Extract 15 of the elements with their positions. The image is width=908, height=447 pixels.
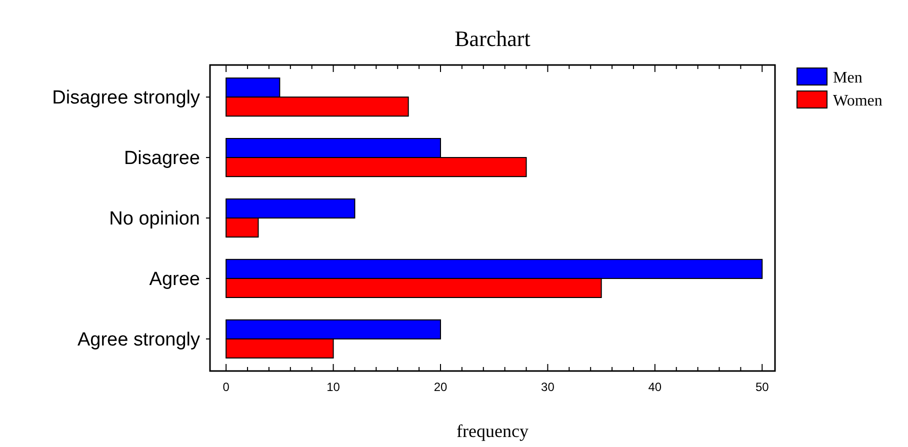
x-tick-label: 30 [541,380,555,394]
x-tick-label: 50 [755,380,770,394]
x-tick-label: 20 [434,380,448,394]
y-tick-label: No opinion [109,208,200,230]
chart-title: Barchart [454,26,530,51]
x-tick-label: 40 [648,380,662,394]
y-tick-label: Disagree [124,148,200,170]
x-axis-title: frequency [456,421,528,441]
x-tick-label: 0 [222,380,230,394]
legend-label: Women [833,92,882,110]
x-tick-label: 10 [326,380,340,394]
legend-label: Men [833,70,862,87]
y-tick-label: Agree [149,269,200,290]
y-tick-label: Agree strongly [77,330,200,351]
y-tick-label: Disagree strongly [52,88,200,109]
